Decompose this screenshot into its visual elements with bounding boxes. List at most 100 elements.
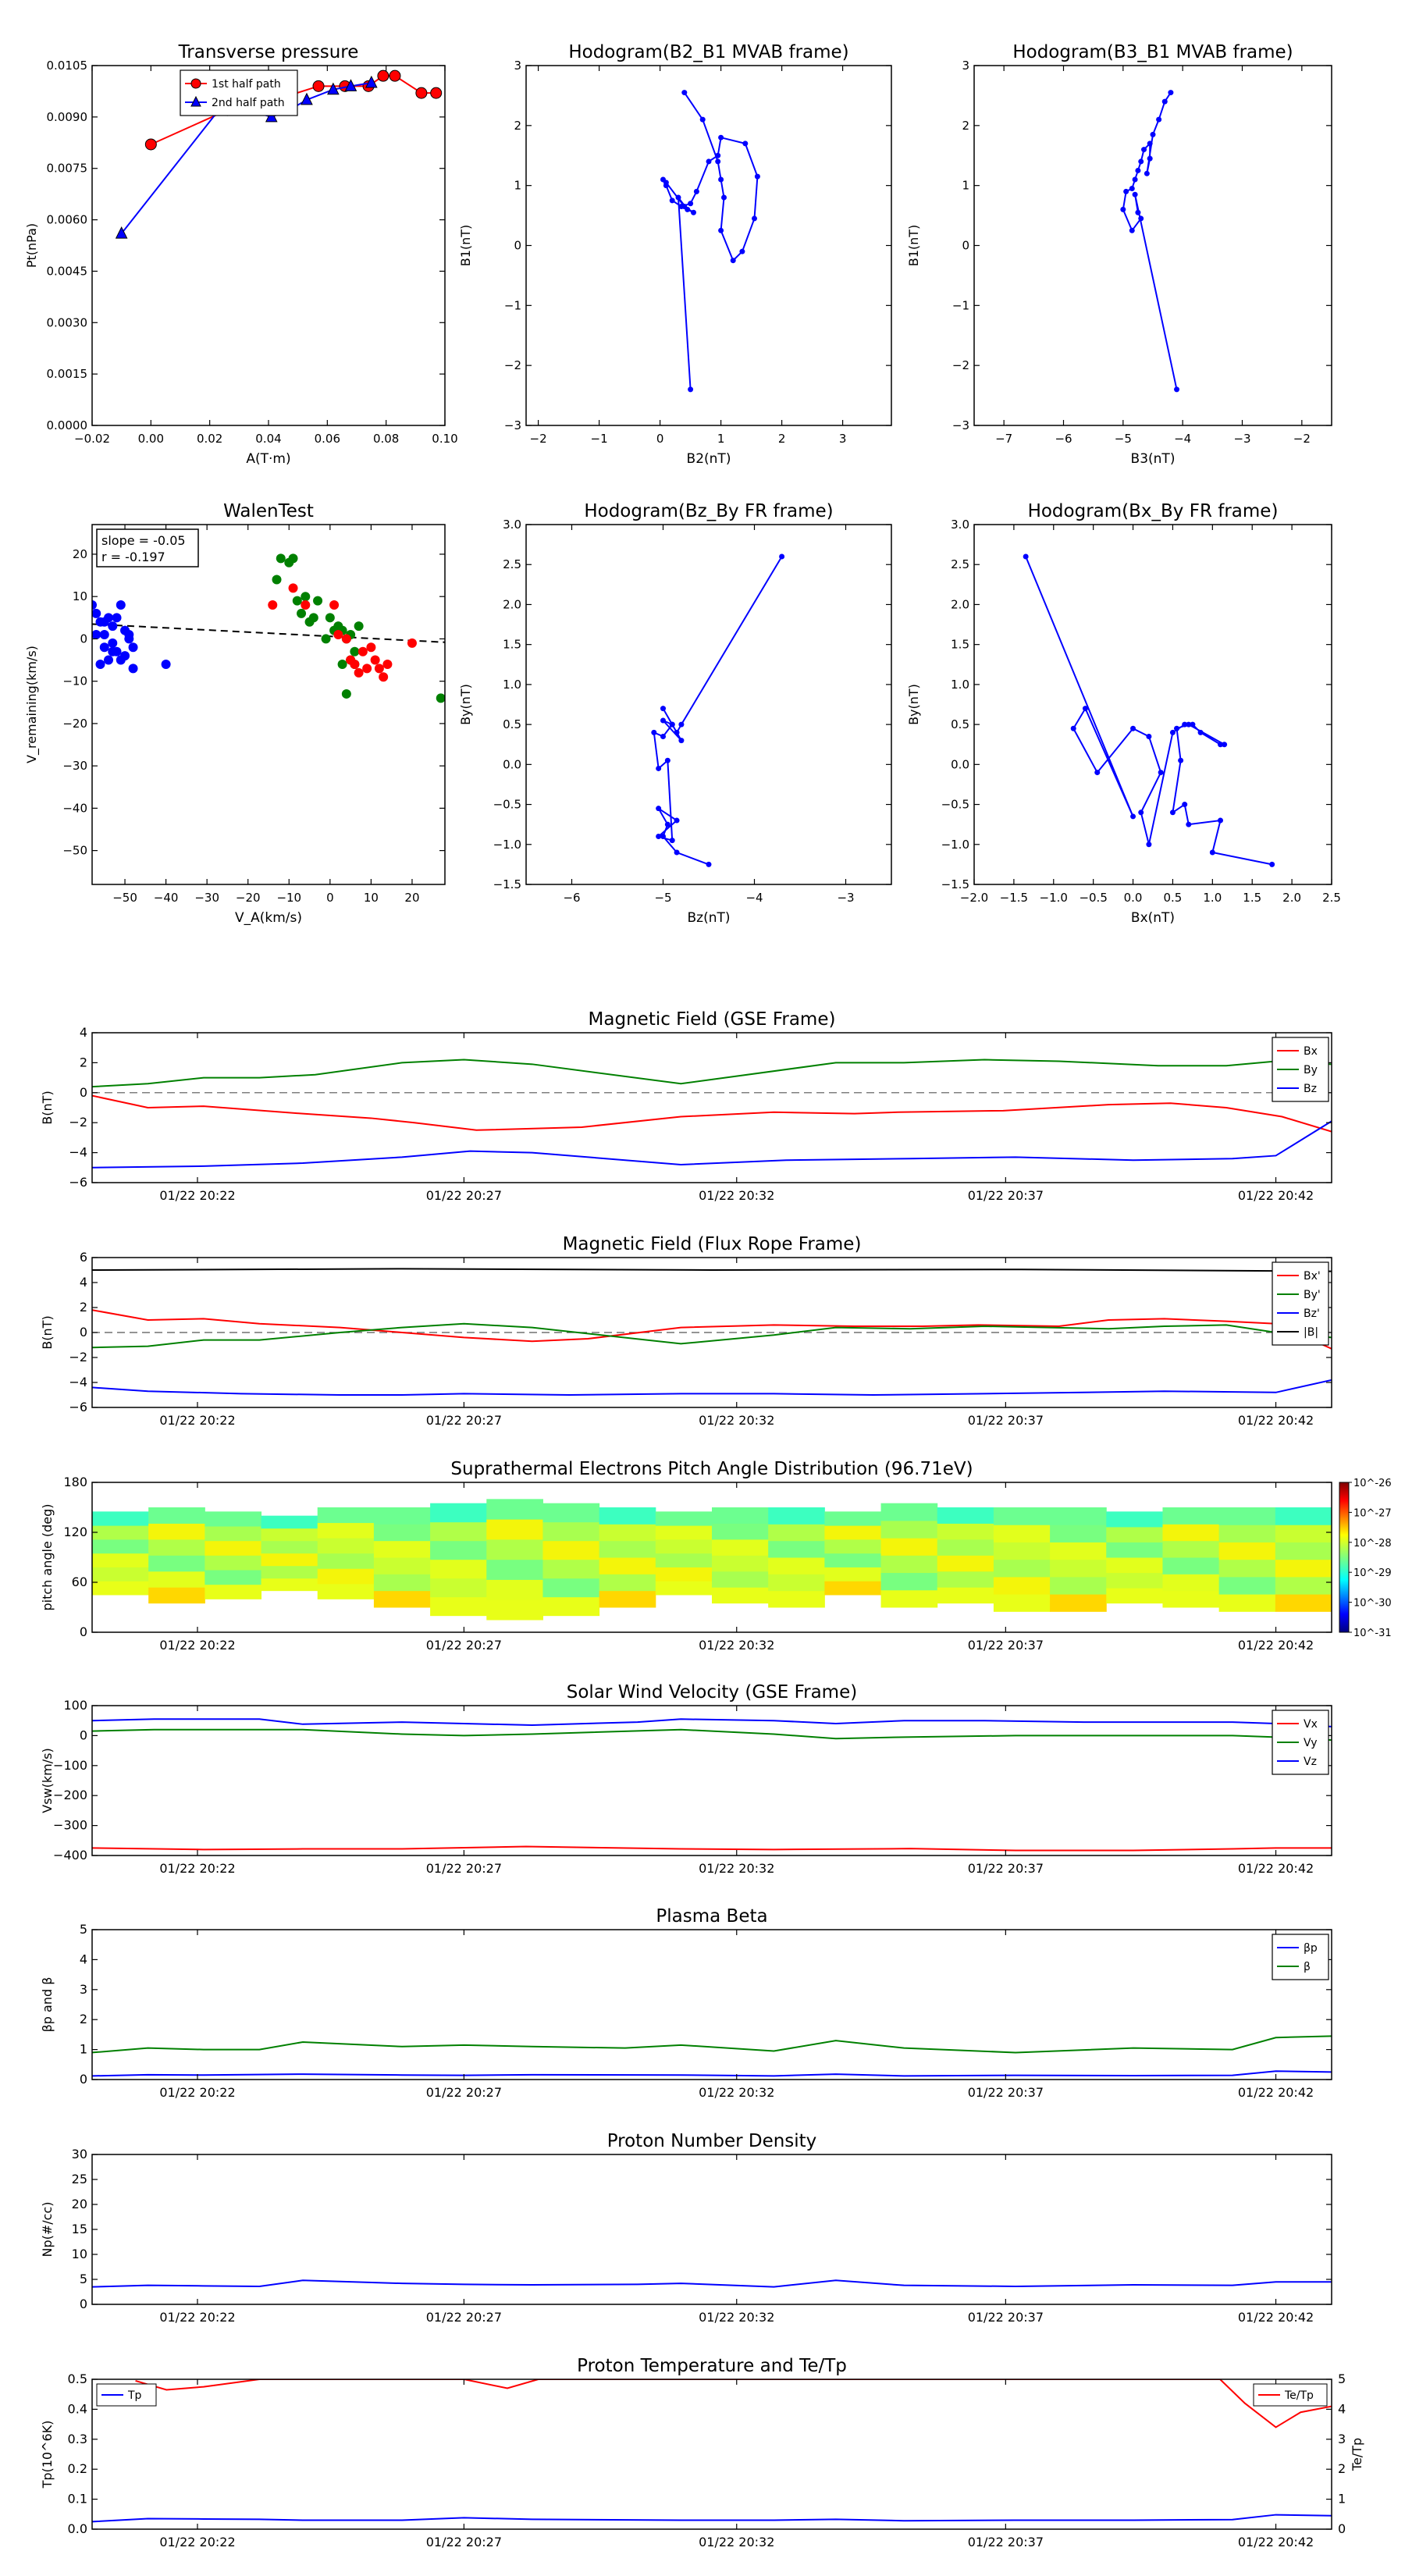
x-tick-label: 0.10 bbox=[432, 432, 457, 446]
heatmap-cell bbox=[373, 1524, 431, 1542]
axes-frame bbox=[91, 524, 446, 885]
legend-label: Bx bbox=[1304, 1045, 1318, 1058]
heatmap-cell bbox=[205, 1584, 262, 1599]
heatmap-cell bbox=[712, 1507, 769, 1524]
heatmap-cell bbox=[261, 1515, 318, 1529]
y-axis-label: Vsw(km/s) bbox=[40, 1748, 55, 1813]
heatmap-cell bbox=[880, 1520, 938, 1539]
x-tick-label: −50 bbox=[112, 891, 137, 905]
heatmap-cell bbox=[1050, 1559, 1107, 1578]
data-point bbox=[1190, 721, 1196, 728]
heatmap-cell bbox=[937, 1507, 994, 1524]
data-point bbox=[365, 75, 378, 88]
x-tick-label: 01/22 20:42 bbox=[1238, 1413, 1314, 1428]
y-tick-label: 0.2 bbox=[68, 2461, 87, 2476]
heatmap-cell bbox=[542, 1540, 600, 1560]
data-point bbox=[1156, 116, 1162, 123]
y-tick-label: 1.0 bbox=[951, 678, 969, 692]
series-line bbox=[92, 1059, 1332, 1088]
data-point bbox=[660, 717, 666, 724]
y-axis-label: B(nT) bbox=[40, 1315, 55, 1349]
y-tick-label: 1.0 bbox=[503, 678, 521, 692]
heatmap-cell bbox=[1275, 1507, 1332, 1525]
data-point bbox=[370, 655, 380, 665]
legend-label: Bz bbox=[1304, 1083, 1317, 1095]
data-point bbox=[754, 173, 760, 180]
chart-title: Hodogram(B2_B1 MVAB frame) bbox=[568, 42, 848, 62]
heatmap-cell bbox=[937, 1587, 994, 1604]
chart-title: Solar Wind Velocity (GSE Frame) bbox=[567, 1682, 857, 1703]
heatmap-cell bbox=[92, 1567, 149, 1582]
y-tick-label: 0.0000 bbox=[47, 418, 88, 432]
x-axis-label: B3(nT) bbox=[1131, 451, 1176, 467]
y2-tick-label: 0 bbox=[1338, 2521, 1346, 2536]
heatmap-cell bbox=[993, 1525, 1051, 1542]
data-point bbox=[104, 655, 114, 665]
y-tick-label: 0.5 bbox=[503, 717, 521, 731]
heatmap-cell bbox=[430, 1596, 487, 1617]
data-point bbox=[1218, 817, 1224, 824]
legend-label: By' bbox=[1304, 1289, 1321, 1301]
y-tick-label: −10 bbox=[62, 674, 87, 688]
heatmap-cell bbox=[824, 1511, 882, 1526]
data-point bbox=[430, 87, 443, 99]
x-tick-label: −0.02 bbox=[74, 432, 110, 446]
series-1 bbox=[92, 1059, 1332, 1088]
y-axis-label: βp and β bbox=[40, 1977, 55, 2033]
data-point bbox=[660, 176, 666, 183]
data-point bbox=[678, 721, 685, 728]
data-point bbox=[128, 664, 138, 674]
y2-tick-label: 3 bbox=[1338, 2432, 1346, 2446]
data-point bbox=[718, 227, 724, 233]
data-point bbox=[660, 834, 666, 840]
x-tick-label: 01/22 20:27 bbox=[426, 2310, 502, 2325]
x-axis-label: Bz(nT) bbox=[687, 910, 730, 926]
legend-box bbox=[1272, 1934, 1329, 1980]
heatmap-cell bbox=[1275, 1576, 1332, 1595]
data-point bbox=[276, 553, 286, 564]
heatmap-cell bbox=[92, 1525, 149, 1540]
data-point bbox=[321, 634, 331, 644]
data-point bbox=[128, 642, 138, 653]
series-0 bbox=[92, 2279, 1332, 2288]
x-tick-label: −6 bbox=[563, 891, 580, 905]
axes-frame bbox=[91, 1032, 1332, 1183]
heatmap-cell bbox=[993, 1559, 1051, 1578]
annotation-text: r = -0.197 bbox=[101, 550, 165, 564]
chart-hodogram_bx_by: Hodogram(Bx_By FR frame)−2.0 −1.5 −1.0 −0.5… bbox=[906, 501, 1341, 926]
chart-sw_velocity: Solar Wind Velocity (GSE Frame) 01/22 20:… bbox=[40, 1682, 1332, 1876]
data-point bbox=[99, 642, 109, 653]
y-tick-label: 2.0 bbox=[503, 597, 521, 611]
series-0 bbox=[660, 90, 760, 393]
x-tick-label: 0 bbox=[326, 891, 334, 905]
x-tick-label: 01/22 20:42 bbox=[1238, 1638, 1314, 1653]
data-point bbox=[272, 575, 282, 585]
heatmap-cell bbox=[937, 1571, 994, 1588]
x-tick-label: 01/22 20:27 bbox=[426, 1861, 502, 1876]
data-point bbox=[1161, 98, 1168, 105]
data-point bbox=[1023, 553, 1029, 560]
heatmap-cell bbox=[1050, 1507, 1107, 1525]
series-line bbox=[92, 1728, 1332, 1742]
data-point bbox=[292, 596, 302, 606]
series-line bbox=[92, 1094, 1332, 1133]
data-point bbox=[718, 176, 724, 183]
heatmap-cell bbox=[768, 1557, 825, 1574]
y-tick-label: 4 bbox=[80, 1275, 87, 1290]
heatmap-cell bbox=[1106, 1588, 1163, 1604]
chart-title: Proton Number Density bbox=[607, 2131, 817, 2151]
x-tick-label: 2.5 bbox=[1322, 891, 1341, 905]
heatmap-cell bbox=[205, 1540, 262, 1556]
x-tick-label: −4 bbox=[1174, 432, 1191, 446]
data-point bbox=[678, 738, 685, 744]
series-2 bbox=[92, 1379, 1332, 1397]
heatmap-cell bbox=[148, 1571, 205, 1588]
axes-frame bbox=[973, 524, 1332, 885]
colorbar-tick-label: 10^-26 bbox=[1353, 1478, 1392, 1489]
x-axis-label: Bx(nT) bbox=[1131, 910, 1175, 926]
chart-proton_temp: Proton Temperature and Te/Tp 01/22 20:22 0… bbox=[40, 2356, 1364, 2549]
y-tick-label: 60 bbox=[72, 1574, 87, 1589]
axes-frame bbox=[525, 524, 892, 885]
y-tick-label: 0 bbox=[962, 239, 969, 253]
heatmap-cell bbox=[148, 1507, 205, 1524]
